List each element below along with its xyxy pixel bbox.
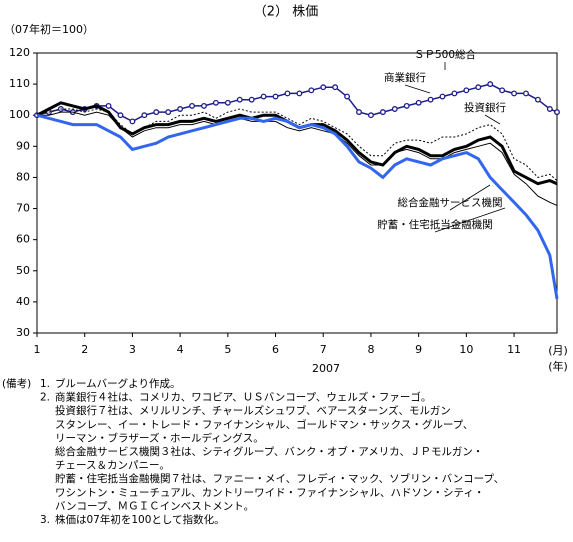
series-marker <box>546 106 553 112</box>
x-tick-label: 3 <box>129 343 136 356</box>
series-label: 投資銀行 <box>464 101 506 114</box>
y-tick-label: 30 <box>16 326 30 339</box>
y-tick-label: 120 <box>9 46 30 59</box>
series-line <box>36 101 558 186</box>
series-marker <box>463 87 470 94</box>
note-number: 2. <box>40 392 50 404</box>
note-text: 貯蓄・住宅抵当金融機関７社は、ファニー・メイ、フレディ・マック、ソブリン・バンコ… <box>55 472 504 485</box>
note-text: ブルームバーグより作成。 <box>55 377 180 390</box>
series-marker <box>534 96 541 103</box>
y-tick-label: 80 <box>16 170 30 183</box>
x-tick-label: 5 <box>224 343 231 356</box>
y-tick-label: 40 <box>16 295 30 308</box>
note-text: 投資銀行７社は、メリルリンチ、チャールズシュワブ、ベアースターンズ、モルガン <box>55 404 451 417</box>
series-marker <box>367 112 374 119</box>
note-text: ワシントン・ミューチュアル、カントリーワイド・ファイナンシャル、ハドソン・シティ… <box>55 487 484 499</box>
series-marker <box>105 102 112 109</box>
series-marker <box>236 96 243 103</box>
series-marker <box>141 112 148 119</box>
series-marker <box>523 90 529 97</box>
y-tick-label: 100 <box>9 108 30 121</box>
y-axis-label: （07年初＝100） <box>4 22 94 36</box>
series-marker <box>415 99 422 106</box>
x-tick-label: 11 <box>507 343 521 356</box>
note-text: 株価は07年初を100として指数化。 <box>55 513 225 526</box>
series-marker <box>344 93 351 100</box>
x-axis-label: 2007 <box>312 362 340 375</box>
series-marker <box>554 109 560 116</box>
label-leader <box>484 114 501 125</box>
series-line <box>37 111 558 206</box>
label-leader <box>404 84 431 94</box>
chart-title: （2） 株価 <box>254 5 318 20</box>
series-marker <box>487 81 494 88</box>
note-text: リーマン・ブラザーズ・ホールディングス。 <box>55 431 264 444</box>
series-marker <box>201 102 207 109</box>
note-text: チェース＆カンパニー。 <box>55 460 170 472</box>
series-marker <box>475 84 482 91</box>
series-marker <box>451 90 458 97</box>
x-tick-label: 1 <box>34 343 41 356</box>
note-text: 商業銀行４社は、コメリカ、ワコビア、ＵＳバンコープ、ウェルズ・ファーゴ。 <box>55 391 431 404</box>
series-marker <box>248 96 255 103</box>
series-label: 総合金融サービス機関 <box>398 196 503 209</box>
y-tick-label: 50 <box>16 264 30 277</box>
series-marker <box>189 102 195 109</box>
series-label: 貯蓄・住宅抵当金融機関 <box>377 218 493 231</box>
x-tick-label: 6 <box>272 343 279 356</box>
x-unit-label: (月) <box>548 344 568 357</box>
series-line <box>36 108 558 181</box>
x-tick-label: 8 <box>367 343 374 356</box>
plot-frame <box>36 52 558 334</box>
x-tick-label: 7 <box>320 343 327 356</box>
series-marker <box>165 109 172 116</box>
x-tick-label: 10 <box>459 343 473 356</box>
note-text: バンコープ、ＭＧＩＣインベストメント。 <box>55 500 254 512</box>
label-leader <box>434 207 506 233</box>
x-tick-label: 2 <box>81 343 88 356</box>
series-marker <box>308 87 315 94</box>
y-tick-label: 90 <box>16 139 30 152</box>
series-marker <box>403 102 410 109</box>
series-label: 商業銀行 <box>384 71 426 84</box>
series-line <box>36 113 559 300</box>
series-marker <box>153 109 160 116</box>
series-marker <box>212 99 219 106</box>
series-marker <box>177 106 184 112</box>
series-marker <box>511 90 518 97</box>
x-tick-label: 9 <box>415 343 422 356</box>
series-marker <box>332 84 339 91</box>
notes-label: (備考) <box>2 377 31 390</box>
series-marker <box>296 90 303 97</box>
series-marker <box>379 109 386 116</box>
note-number: 1. <box>40 378 50 390</box>
note-text: 総合金融サービス機関３社は、シティグループ、バンク・オブ・アメリカ、ＪＰモルガン… <box>55 445 483 458</box>
series-marker <box>427 96 434 103</box>
series-marker <box>320 84 327 91</box>
x-tick-label: 4 <box>177 343 184 356</box>
note-number: 3. <box>40 514 50 526</box>
series-marker <box>224 99 231 106</box>
series-marker <box>260 93 267 100</box>
series-marker <box>284 90 291 97</box>
series-marker <box>439 93 446 100</box>
series-marker <box>117 112 124 119</box>
y-tick-label: 60 <box>16 233 30 246</box>
note-text: スタンレー、イー・トレード・ファイナンシャル、ゴールドマン・サックス・グループ、 <box>55 418 473 431</box>
label-leader <box>449 184 491 211</box>
series-marker <box>272 93 279 100</box>
series-marker <box>129 118 136 125</box>
x-unit-label: (年) <box>548 359 568 373</box>
series-marker <box>356 109 362 116</box>
y-tick-label: 110 <box>9 77 30 90</box>
y-tick-label: 70 <box>16 202 30 215</box>
series-marker <box>391 106 398 112</box>
series-marker <box>499 87 506 94</box>
series-label: ＳＰ500総合 <box>414 48 477 61</box>
